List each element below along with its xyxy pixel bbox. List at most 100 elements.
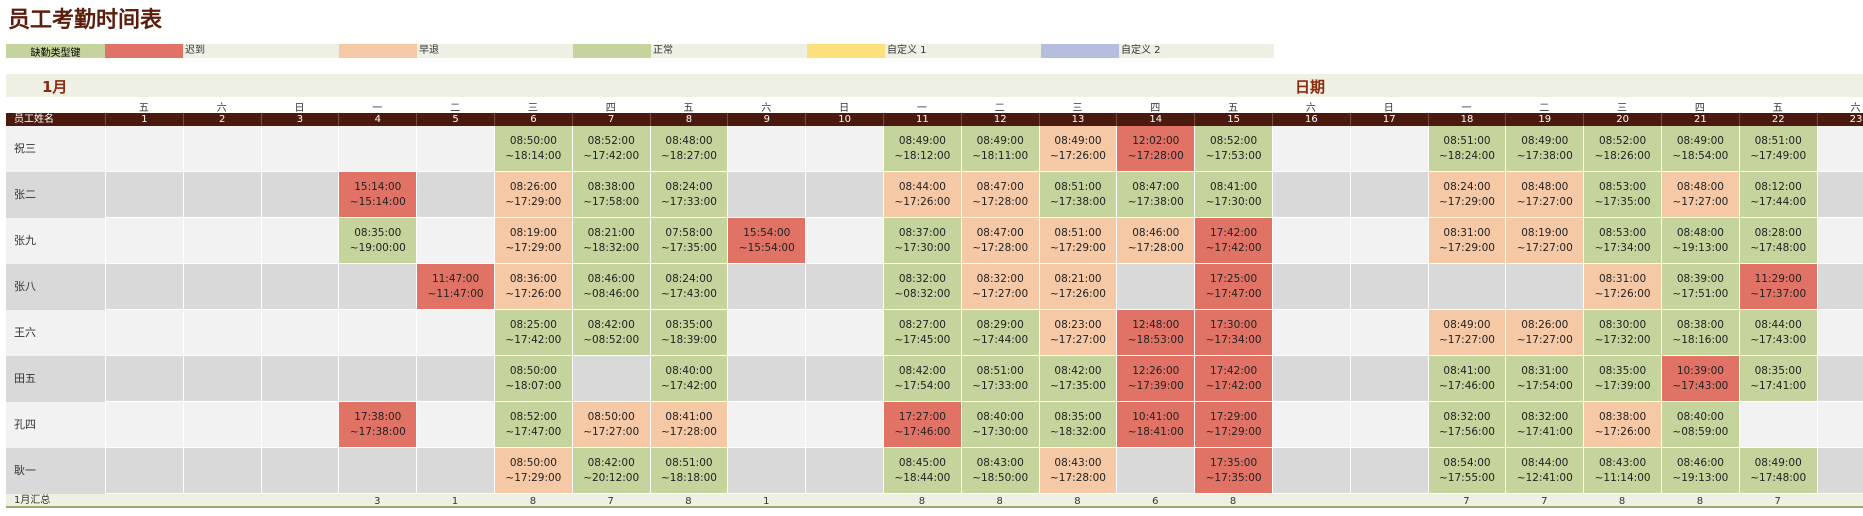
day-cell: 08:41:00 ~17:46:00 (1427, 356, 1506, 402)
day-cell: 08:44:00 ~17:26:00 (883, 172, 961, 218)
day-cell (1349, 172, 1428, 218)
check-in: 08:47:00 (976, 180, 1024, 193)
day-cell (1116, 448, 1195, 494)
check-out: ~17:29:00 (505, 471, 562, 484)
day-bar (6, 113, 1863, 126)
check-in: 08:43:00 (976, 456, 1024, 469)
day-cell (260, 218, 339, 264)
summary-count: 8 (1074, 495, 1081, 507)
check-out: ~17:42:00 (1205, 379, 1262, 392)
check-out: ~11:47:00 (427, 287, 484, 300)
check-in: 11:29:00 (1754, 272, 1802, 285)
day-cell: 08:24:00 ~17:33:00 (649, 172, 728, 218)
day-cell: 08:53:00 ~17:34:00 (1583, 218, 1661, 264)
check-out: ~17:38:00 (349, 425, 406, 438)
day-cell (105, 448, 183, 494)
check-out: ~17:27:00 (1050, 333, 1106, 346)
day-number: 9 (727, 113, 805, 126)
day-number: 3 (260, 113, 339, 126)
check-in: 08:51:00 (665, 456, 713, 469)
day-cell (338, 264, 417, 310)
weekday: 日 (839, 102, 850, 114)
day-cell (805, 264, 883, 310)
day-number: 8 (649, 113, 728, 126)
check-in: 08:19:00 (1521, 226, 1569, 239)
check-out: ~17:28:00 (1127, 149, 1184, 162)
day-cell (182, 356, 261, 402)
check-out: ~17:53:00 (1205, 149, 1262, 162)
check-in: 08:44:00 (898, 180, 946, 193)
summary-count: 8 (529, 495, 537, 507)
check-out: ~18:26:00 (1594, 149, 1651, 162)
check-out: ~17:27:00 (1672, 195, 1729, 208)
day-cell (1816, 264, 1863, 310)
day-cell: 08:43:00 ~18:50:00 (960, 448, 1039, 494)
check-out: ~17:33:00 (661, 195, 717, 208)
day-number: 14 (1116, 113, 1194, 126)
summary-count: 8 (996, 495, 1003, 507)
check-out: ~17:29:00 (505, 195, 562, 208)
check-in: 08:50:00 (509, 134, 557, 147)
legend-name: 早退 (419, 45, 439, 56)
check-in: 08:35:00 (665, 318, 713, 331)
check-in: 08:40:00 (976, 410, 1024, 423)
check-out: ~17:27:00 (1516, 195, 1573, 208)
day-cell: 08:51:00 ~17:49:00 (1738, 126, 1817, 172)
check-in: 15:54:00 (743, 226, 791, 239)
day-cell: 08:32:00 ~17:56:00 (1427, 402, 1506, 448)
check-in: 08:38:00 (1599, 410, 1647, 423)
day-cell (727, 264, 806, 310)
check-out: ~15:14:00 (349, 195, 406, 208)
employee-name: 耿一 (14, 464, 36, 477)
day-cell (727, 126, 806, 172)
day-cell (182, 402, 261, 448)
day-cell (727, 310, 806, 356)
day-number: 15 (1194, 113, 1272, 126)
check-in: 08:49:00 (1443, 318, 1491, 331)
day-cell: 08:35:00 ~17:39:00 (1583, 356, 1661, 402)
check-out: ~18:32:00 (583, 241, 640, 254)
check-out: ~12:41:00 (1516, 471, 1573, 484)
check-out: ~08:59:00 (1672, 425, 1729, 438)
check-in: 08:26:00 (1521, 318, 1569, 331)
day-cell: 08:42:00 ~20:12:00 (571, 448, 650, 494)
day-cell (260, 448, 339, 494)
day-cell: 08:48:00 ~18:27:00 (649, 126, 728, 172)
month-bar (6, 74, 1863, 97)
day-cell: 07:58:00 ~17:35:00 (649, 218, 728, 264)
check-out: ~17:26:00 (1594, 425, 1651, 438)
check-out: ~17:28:00 (972, 195, 1029, 208)
check-out: ~08:52:00 (583, 333, 640, 346)
check-out: ~19:13:00 (1672, 241, 1729, 254)
day-cell (1116, 264, 1195, 310)
check-in: 08:48:00 (1676, 226, 1724, 239)
check-in: 08:50:00 (509, 456, 557, 469)
day-cell (182, 310, 261, 356)
day-cell: 08:51:00 ~18:24:00 (1427, 126, 1506, 172)
check-out: ~17:29:00 (1439, 241, 1495, 254)
check-in: 08:48:00 (1676, 180, 1724, 193)
day-cell (338, 448, 417, 494)
check-out: ~17:42:00 (505, 333, 562, 346)
check-out: ~15:54:00 (738, 241, 795, 254)
check-in: 08:51:00 (1754, 134, 1802, 147)
check-out: ~17:39:00 (1594, 379, 1651, 392)
day-cell: 08:24:00 ~17:43:00 (649, 264, 728, 310)
day-cell (1505, 264, 1584, 310)
check-in: 08:42:00 (587, 456, 635, 469)
day-cell: 08:38:00 ~18:16:00 (1661, 310, 1739, 356)
day-cell: 08:47:00 ~17:28:00 (960, 218, 1039, 264)
day-cell (1272, 218, 1350, 264)
day-number: 13 (1038, 113, 1117, 126)
day-cell (805, 448, 883, 494)
check-out: ~18:41:00 (1127, 425, 1184, 438)
day-number: 23 (1816, 113, 1863, 126)
check-out: ~17:41:00 (1750, 379, 1807, 392)
check-in: 15:14:00 (354, 180, 402, 193)
weekday: 二 (1539, 102, 1550, 114)
check-out: ~17:41:00 (1516, 425, 1573, 438)
check-out: ~18:27:00 (661, 149, 717, 162)
weekday: 一 (1461, 102, 1472, 114)
name-header: 员工姓名 (14, 114, 54, 125)
check-in: 10:41:00 (1132, 410, 1180, 423)
